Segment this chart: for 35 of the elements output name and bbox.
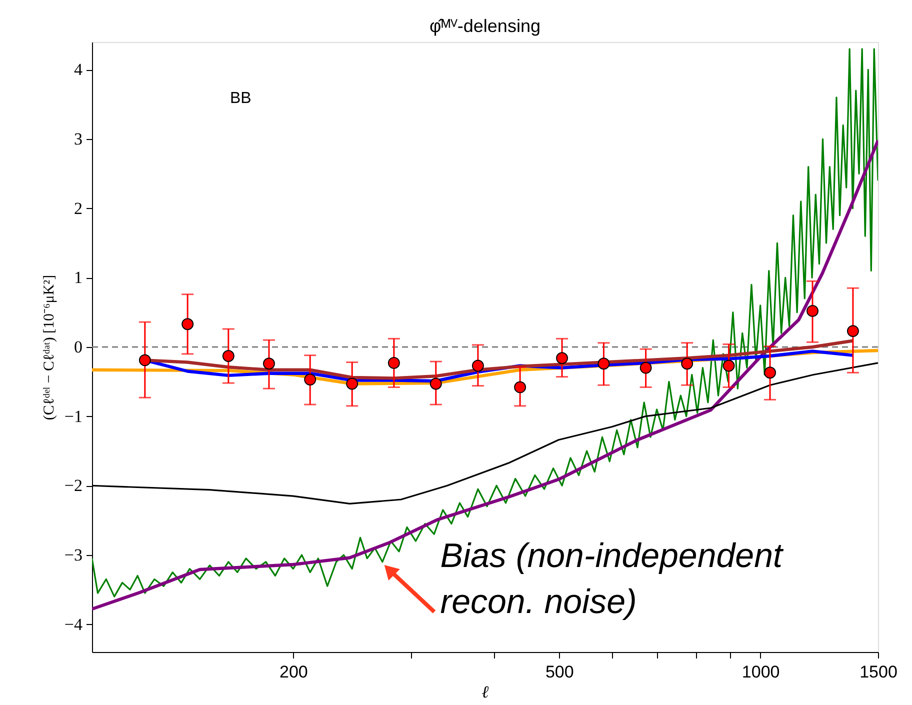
x-tick-label: 200 — [279, 662, 308, 682]
point — [514, 381, 526, 394]
point — [722, 360, 735, 372]
point — [764, 366, 776, 379]
point — [304, 374, 316, 386]
y-tick-label: 4 — [74, 60, 83, 80]
point — [388, 356, 400, 369]
y-tick-label: −3 — [64, 545, 82, 564]
point — [472, 360, 484, 372]
point — [681, 358, 694, 370]
x-tick-label: 500 — [545, 662, 574, 682]
point — [263, 358, 275, 370]
point — [846, 325, 859, 338]
y-tick-label: −1 — [64, 406, 82, 426]
y-tick-label: 0 — [74, 338, 82, 356]
point — [556, 352, 568, 364]
y-tick-label: 1 — [74, 268, 82, 288]
annotation: Bias (non-independent recon. noise) — [440, 536, 784, 621]
point — [640, 362, 652, 374]
x-tick-label: 1500 — [860, 662, 898, 682]
y-tick-label: −2 — [64, 476, 82, 496]
point — [598, 358, 610, 370]
x-axis-title: ℓ — [482, 682, 490, 702]
annotation: BB — [230, 90, 252, 107]
point — [222, 350, 234, 362]
point — [346, 378, 358, 390]
point — [138, 354, 151, 366]
point — [430, 378, 442, 390]
x-tick-label: 1000 — [742, 662, 780, 682]
point — [806, 304, 818, 317]
chart-title: φ̂ᴹⱽ-delensing — [430, 16, 540, 36]
y-tick-label: 3 — [74, 130, 82, 149]
y-axis-title: (Cℓᵈᵉˡ − Cℓᵈᵃᵗ) [10⁻⁶μK²] — [41, 274, 58, 420]
y-tick-label: 2 — [74, 198, 82, 218]
y-tick-label: −4 — [64, 614, 83, 634]
